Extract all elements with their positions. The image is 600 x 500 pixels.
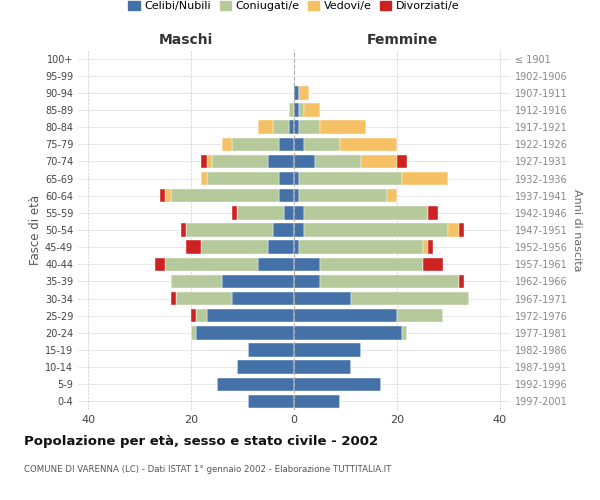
Bar <box>181 224 186 236</box>
Bar <box>402 172 448 186</box>
Bar <box>294 274 320 288</box>
Bar <box>397 154 407 168</box>
Bar <box>294 120 299 134</box>
Bar <box>206 154 212 168</box>
Bar <box>428 206 438 220</box>
Bar <box>320 258 422 271</box>
Bar <box>299 120 320 134</box>
Bar <box>274 120 289 134</box>
Bar <box>206 172 278 186</box>
Text: COMUNE DI VARENNA (LC) - Dati ISTAT 1° gennaio 2002 - Elaborazione TUTTITALIA.IT: COMUNE DI VARENNA (LC) - Dati ISTAT 1° g… <box>24 465 391 474</box>
Bar <box>340 138 397 151</box>
Bar <box>191 309 196 322</box>
Bar <box>294 172 299 186</box>
Bar <box>448 224 458 236</box>
Y-axis label: Fasce di età: Fasce di età <box>29 195 42 265</box>
Bar <box>294 224 304 236</box>
Bar <box>196 309 206 322</box>
Bar <box>428 240 433 254</box>
Bar <box>299 189 386 202</box>
Bar <box>386 189 397 202</box>
Bar <box>206 309 294 322</box>
Bar <box>160 189 166 202</box>
Bar <box>232 292 294 306</box>
Bar <box>299 86 310 100</box>
Bar <box>294 394 340 408</box>
Bar <box>274 224 294 236</box>
Bar <box>268 240 294 254</box>
Bar <box>294 344 361 356</box>
Bar <box>186 240 202 254</box>
Bar <box>289 120 294 134</box>
Bar <box>166 189 170 202</box>
Bar <box>166 258 258 271</box>
Bar <box>361 154 397 168</box>
Bar <box>176 292 232 306</box>
Bar <box>320 274 458 288</box>
Bar <box>402 326 407 340</box>
Bar <box>278 138 294 151</box>
Bar <box>202 154 206 168</box>
Bar <box>155 258 166 271</box>
Bar <box>397 309 443 322</box>
Bar <box>299 240 422 254</box>
Bar <box>284 206 294 220</box>
Bar <box>212 154 268 168</box>
Bar <box>294 292 350 306</box>
Bar <box>304 206 428 220</box>
Bar <box>294 138 304 151</box>
Bar <box>294 326 402 340</box>
Bar <box>191 326 196 340</box>
Bar <box>217 378 294 391</box>
Bar <box>299 172 402 186</box>
Bar <box>222 138 232 151</box>
Text: Femmine: Femmine <box>367 32 437 46</box>
Bar <box>248 344 294 356</box>
Bar <box>458 224 464 236</box>
Bar <box>232 206 238 220</box>
Bar <box>278 172 294 186</box>
Bar <box>294 206 304 220</box>
Bar <box>238 360 294 374</box>
Bar <box>422 258 443 271</box>
Bar <box>222 274 294 288</box>
Bar <box>458 274 464 288</box>
Bar <box>294 360 350 374</box>
Bar <box>294 104 299 117</box>
Bar <box>294 189 299 202</box>
Bar <box>170 274 222 288</box>
Bar <box>196 326 294 340</box>
Bar <box>350 292 469 306</box>
Bar <box>170 292 176 306</box>
Bar <box>268 154 294 168</box>
Bar <box>294 309 397 322</box>
Bar <box>202 172 206 186</box>
Bar <box>202 240 268 254</box>
Bar <box>258 258 294 271</box>
Text: Popolazione per età, sesso e stato civile - 2002: Popolazione per età, sesso e stato civil… <box>24 435 378 448</box>
Bar <box>320 120 366 134</box>
Bar <box>299 104 304 117</box>
Bar <box>294 154 314 168</box>
Bar <box>258 120 274 134</box>
Bar <box>422 240 428 254</box>
Bar <box>170 189 278 202</box>
Bar <box>294 258 320 271</box>
Bar <box>248 394 294 408</box>
Bar <box>294 378 382 391</box>
Bar <box>278 189 294 202</box>
Bar <box>238 206 284 220</box>
Bar <box>304 224 448 236</box>
Y-axis label: Anni di nascita: Anni di nascita <box>572 188 581 271</box>
Bar <box>232 138 278 151</box>
Legend: Celibi/Nubili, Coniugati/e, Vedovi/e, Divorziati/e: Celibi/Nubili, Coniugati/e, Vedovi/e, Di… <box>124 0 464 16</box>
Bar <box>186 224 274 236</box>
Bar <box>304 104 320 117</box>
Bar <box>314 154 361 168</box>
Text: Maschi: Maschi <box>159 32 213 46</box>
Bar <box>294 86 299 100</box>
Bar <box>304 138 340 151</box>
Bar <box>294 240 299 254</box>
Bar <box>289 104 294 117</box>
